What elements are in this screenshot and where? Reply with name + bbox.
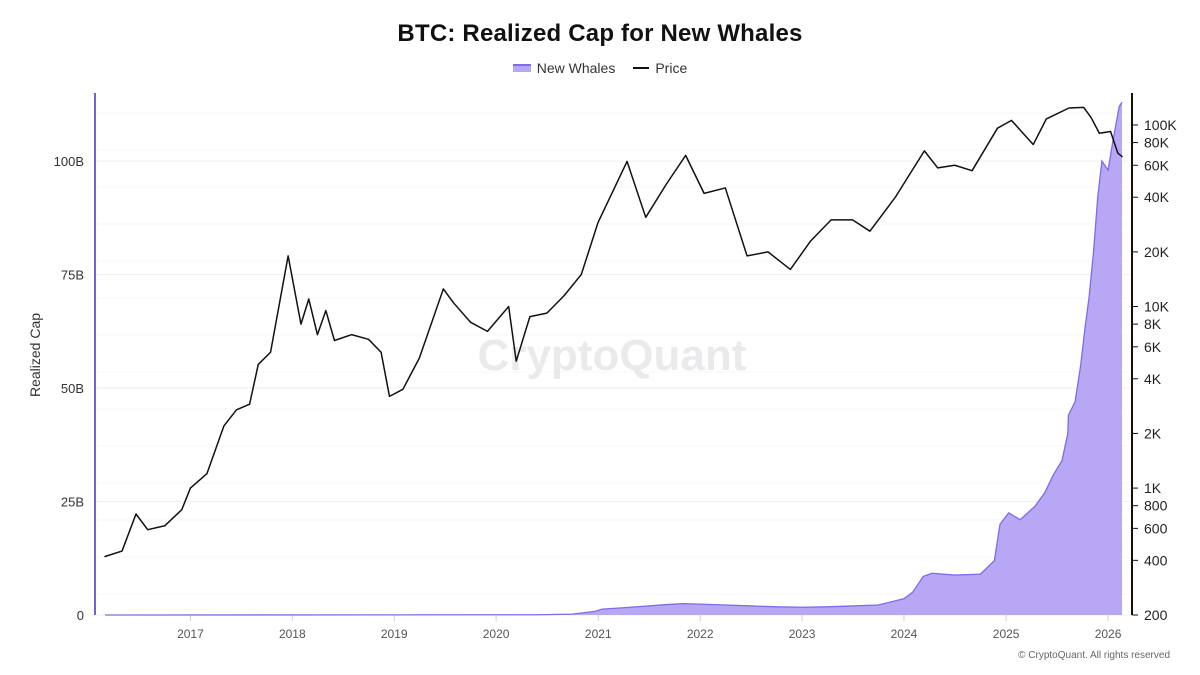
y-right-tick-label: 20K: [1144, 244, 1170, 260]
y-right-tick-label: 80K: [1144, 135, 1170, 151]
x-tick-label: 2023: [789, 627, 816, 641]
x-tick-label: 2022: [687, 627, 714, 641]
legend-label-new-whales: New Whales: [536, 60, 616, 76]
series-new-whales-line: [104, 101, 1123, 616]
y-left-tick-label: 50B: [61, 381, 84, 396]
y-right-tick-label: 2K: [1144, 425, 1162, 441]
legend: New Whales Price: [0, 60, 1200, 76]
y-right-tick-label: 4K: [1144, 371, 1162, 387]
y-right-tick-label: 8K: [1144, 316, 1162, 332]
legend-swatch-price: [633, 67, 650, 69]
y-right-tick-label: 100K: [1144, 117, 1177, 133]
series-new-whales-area: [105, 102, 1122, 615]
y-right-tick-label: 1K: [1144, 480, 1162, 496]
y-right-tick-label: 800: [1144, 498, 1168, 514]
y-left-tick-label: 0: [77, 608, 84, 623]
y-right-tick-label: 6K: [1144, 339, 1162, 355]
x-tick-label: 2019: [381, 627, 408, 641]
y-right-tick-label: 400: [1144, 552, 1168, 568]
copyright-footer: © CryptoQuant. All rights reserved: [1018, 650, 1170, 661]
legend-item-new-whales[interactable]: New Whales: [512, 60, 616, 76]
legend-swatch-new-whales: [512, 64, 531, 72]
x-tick-label: 2025: [993, 627, 1020, 641]
y-left-tick-label: 25B: [61, 495, 84, 510]
y-right-tick-label: 200: [1144, 607, 1168, 623]
y-right-tick-label: 600: [1144, 520, 1168, 536]
x-tick-label: 2017: [177, 627, 204, 641]
y-left-tick-label: 75B: [61, 268, 84, 283]
y-left-axis-label: Realized Cap: [27, 313, 43, 397]
series-price-line: [104, 106, 1123, 558]
x-tick-label: 2018: [279, 627, 306, 641]
x-tick-label: 2026: [1095, 627, 1122, 641]
legend-label-price: Price: [655, 60, 688, 76]
chart-title: BTC: Realized Cap for New Whales: [397, 20, 803, 47]
y-right-tick-label: 40K: [1144, 189, 1170, 205]
x-tick-label: 2024: [891, 627, 918, 641]
x-tick-label: 2021: [585, 627, 612, 641]
x-tick-label: 2020: [483, 627, 510, 641]
y-left-tick-label: 100B: [54, 154, 84, 169]
legend-item-price[interactable]: Price: [633, 60, 687, 76]
y-right-tick-label: 10K: [1144, 299, 1170, 315]
y-right-tick-label: 60K: [1144, 157, 1170, 173]
